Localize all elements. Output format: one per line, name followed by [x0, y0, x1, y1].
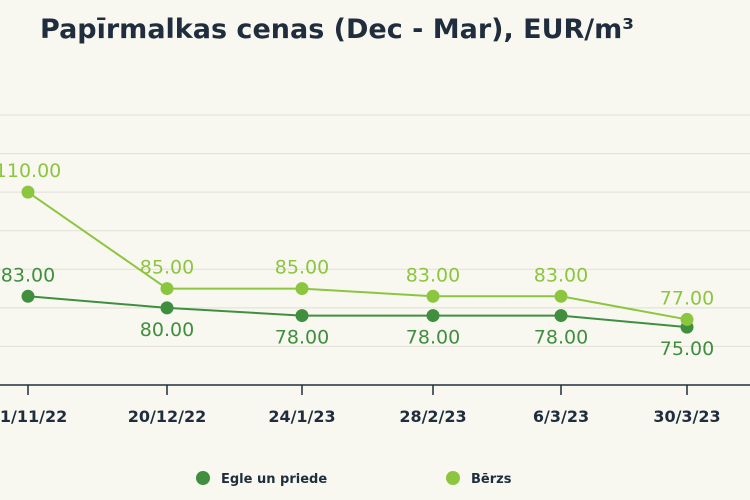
data-point	[160, 282, 174, 296]
data-point	[426, 289, 440, 303]
data-label: 85.00	[275, 257, 329, 279]
legend-label: Egle un priede	[221, 472, 327, 487]
data-label: 75.00	[660, 338, 714, 360]
data-point	[21, 289, 35, 303]
x-tick-label: 28/2/23	[399, 407, 466, 426]
x-tick-label: 6/3/23	[533, 407, 589, 426]
data-label: 78.00	[534, 327, 588, 349]
data-point	[554, 309, 568, 323]
data-label: 78.00	[275, 327, 329, 349]
data-label: 78.00	[406, 327, 460, 349]
legend-marker	[196, 471, 210, 485]
data-label: 77.00	[660, 287, 714, 309]
chart-title: Papīrmalkas cenas (Dec - Mar), EUR/m³	[40, 14, 635, 45]
data-point	[426, 309, 440, 323]
data-label: 83.00	[406, 264, 460, 286]
data-point	[21, 185, 35, 199]
data-label: 83.00	[1, 264, 55, 286]
x-tick-label: 24/1/23	[268, 407, 335, 426]
series-line	[27, 295, 688, 329]
data-label: 80.00	[140, 319, 194, 341]
legend-label: Bērzs	[471, 472, 512, 487]
series-line	[27, 191, 688, 321]
data-point	[554, 289, 568, 303]
legend-marker	[446, 471, 460, 485]
x-tick-label: 30/3/23	[653, 407, 720, 426]
data-label: 85.00	[140, 257, 194, 279]
data-label: 83.00	[534, 264, 588, 286]
data-point	[160, 301, 174, 315]
data-point	[295, 282, 309, 296]
x-tick-label: 21/11/22	[0, 407, 67, 426]
x-tick-label: 20/12/22	[128, 407, 206, 426]
data-point	[680, 312, 694, 326]
data-label: 110.00	[0, 160, 61, 182]
data-point	[295, 309, 309, 323]
